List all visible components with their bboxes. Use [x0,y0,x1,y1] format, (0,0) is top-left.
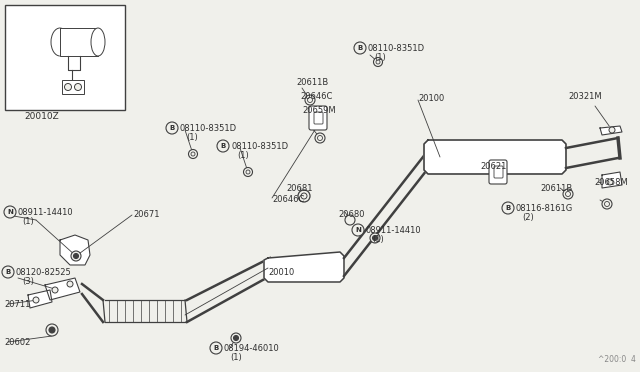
Text: (1): (1) [186,133,198,142]
Polygon shape [264,252,344,282]
Polygon shape [600,126,622,135]
Circle shape [234,336,239,340]
Circle shape [74,83,81,90]
Circle shape [502,202,514,214]
Text: 20658M: 20658M [594,178,628,187]
Circle shape [67,281,73,287]
Circle shape [566,192,570,196]
Circle shape [345,215,355,225]
Circle shape [65,83,72,90]
FancyBboxPatch shape [309,106,327,130]
Text: 08194-46010: 08194-46010 [224,344,280,353]
Text: 20611B: 20611B [540,184,572,193]
Circle shape [2,266,14,278]
Text: 20659M: 20659M [302,106,335,115]
Circle shape [166,122,178,134]
Circle shape [607,179,613,185]
Text: (1): (1) [22,217,34,226]
Circle shape [298,190,310,202]
Circle shape [605,202,609,206]
Circle shape [46,324,58,336]
Circle shape [376,60,380,64]
Text: 20711: 20711 [4,300,30,309]
Text: 20671: 20671 [133,210,159,219]
Circle shape [301,193,307,199]
Polygon shape [602,172,622,188]
Text: 08911-14410: 08911-14410 [366,226,422,235]
Circle shape [370,233,380,243]
Circle shape [352,224,364,236]
Text: (2): (2) [522,213,534,222]
Circle shape [317,135,323,141]
Circle shape [4,206,16,218]
Polygon shape [45,278,80,300]
Text: 08911-14410: 08911-14410 [18,208,74,217]
Text: 20602: 20602 [4,338,30,347]
Circle shape [307,97,312,103]
Text: N: N [355,227,361,233]
FancyBboxPatch shape [314,112,323,124]
Text: 08116-8161G: 08116-8161G [516,204,573,213]
FancyBboxPatch shape [489,160,507,184]
Circle shape [374,58,383,67]
FancyBboxPatch shape [494,166,503,178]
Circle shape [246,170,250,174]
Circle shape [74,253,79,259]
Text: B: B [357,45,363,51]
Text: (3): (3) [22,277,34,286]
Circle shape [210,342,222,354]
Text: B: B [5,269,11,275]
Ellipse shape [91,28,105,56]
Polygon shape [60,235,90,265]
Circle shape [563,189,573,199]
Circle shape [231,333,241,343]
Text: (1): (1) [372,235,384,244]
Ellipse shape [51,28,69,56]
Circle shape [52,287,58,293]
FancyBboxPatch shape [62,80,84,94]
Circle shape [33,297,39,303]
Text: 20611B: 20611B [296,78,328,87]
Text: (1): (1) [237,151,249,160]
Text: 20621: 20621 [480,162,506,171]
Text: (1): (1) [230,353,242,362]
FancyBboxPatch shape [5,5,125,110]
Text: 08110-8351D: 08110-8351D [231,142,288,151]
Text: 20646C: 20646C [272,195,305,204]
Text: 20646C: 20646C [300,92,332,101]
Text: B: B [506,205,511,211]
Text: 08110-8351D: 08110-8351D [180,124,237,133]
Circle shape [602,199,612,209]
Text: 20321M: 20321M [568,92,602,101]
Circle shape [354,42,366,54]
Circle shape [217,140,229,152]
Circle shape [189,150,198,158]
Circle shape [191,152,195,156]
Text: 20100: 20100 [418,94,444,103]
Text: N: N [7,209,13,215]
Polygon shape [60,28,98,56]
Circle shape [71,251,81,261]
Polygon shape [424,140,566,174]
Circle shape [49,327,55,333]
Circle shape [305,95,315,105]
Circle shape [609,127,615,133]
Text: B: B [213,345,219,351]
Circle shape [243,167,253,176]
Circle shape [315,133,325,143]
Text: 08120-82525: 08120-82525 [16,268,72,277]
Polygon shape [28,290,52,308]
Text: 20010Z: 20010Z [24,112,60,121]
Circle shape [372,235,378,241]
Text: 20680: 20680 [338,210,365,219]
Text: ^200:0  4: ^200:0 4 [598,355,636,364]
Text: B: B [220,143,226,149]
Text: B: B [170,125,175,131]
Text: 20681: 20681 [286,184,312,193]
Text: 08110-8351D: 08110-8351D [368,44,425,53]
Text: 20010: 20010 [268,268,294,277]
Text: (1): (1) [374,53,386,62]
